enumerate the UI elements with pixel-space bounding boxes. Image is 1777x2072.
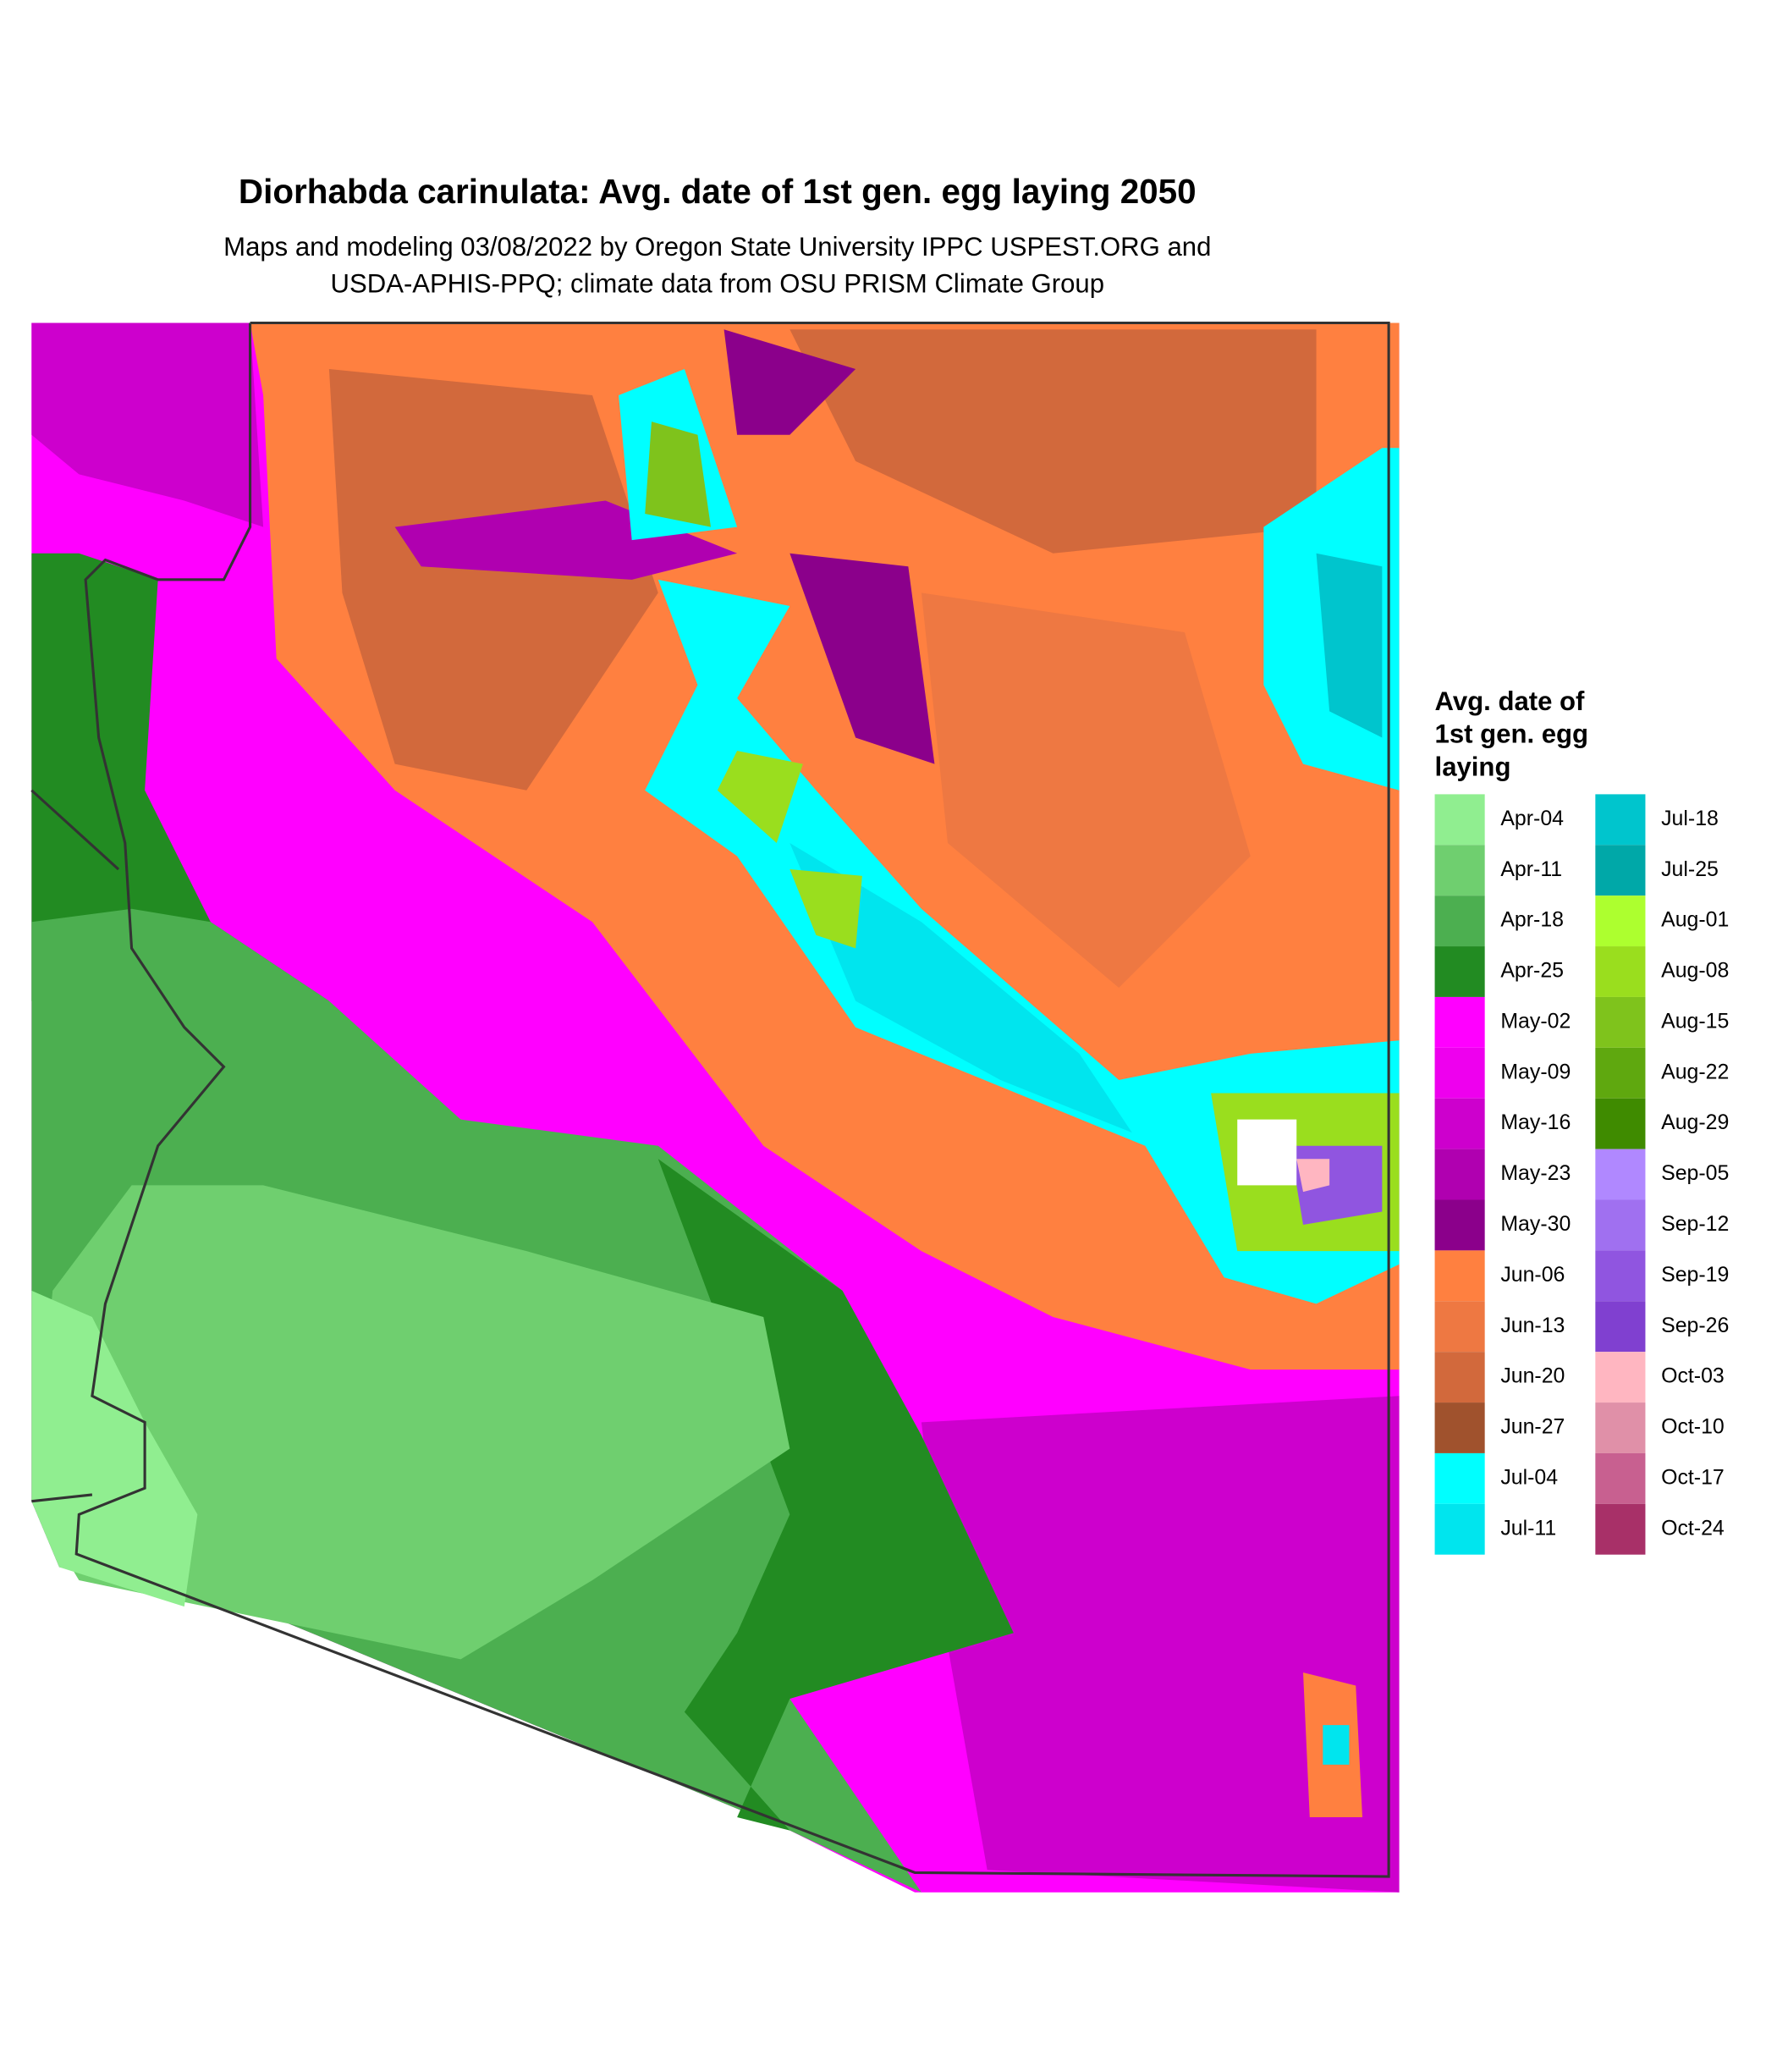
legend-swatch xyxy=(1434,1098,1485,1149)
region xyxy=(1316,553,1383,738)
map-subtitle: USDA-APHIS-PPQ; climate data from OSU PR… xyxy=(331,269,1105,299)
legend-swatch xyxy=(1595,794,1646,846)
legend-swatch xyxy=(1434,1402,1485,1453)
region xyxy=(1296,1159,1330,1193)
legend-label: Apr-18 xyxy=(1500,908,1564,932)
legend-swatch xyxy=(1595,895,1646,947)
region xyxy=(328,368,658,791)
legend-label: Jul-25 xyxy=(1661,857,1719,881)
legend-label: Aug-01 xyxy=(1661,908,1729,932)
legend-swatch xyxy=(1595,1199,1646,1251)
region xyxy=(645,422,711,527)
legend-swatch xyxy=(1595,1503,1646,1555)
region xyxy=(789,553,935,764)
legend-swatch xyxy=(1434,996,1485,1048)
legend-swatch xyxy=(1434,1250,1485,1302)
legend-label: May-30 xyxy=(1500,1212,1571,1236)
legend-label: Jun-20 xyxy=(1500,1364,1565,1388)
legend-swatch xyxy=(1595,1047,1646,1099)
legend-label: Apr-11 xyxy=(1500,857,1562,881)
legend-swatch xyxy=(1434,1301,1485,1353)
legend-label: Jul-04 xyxy=(1500,1465,1558,1489)
borders xyxy=(30,321,1390,1878)
legend-label: Apr-25 xyxy=(1500,959,1564,983)
legend-swatch xyxy=(1595,1149,1646,1200)
legend-label: Jul-11 xyxy=(1500,1516,1556,1540)
region xyxy=(789,329,1317,554)
region xyxy=(31,1290,198,1607)
region xyxy=(1237,1119,1297,1186)
legend-swatch xyxy=(1434,845,1485,896)
region xyxy=(789,842,1132,1133)
legend-label: Aug-29 xyxy=(1661,1110,1729,1134)
legend-swatch xyxy=(1434,794,1485,846)
region xyxy=(789,869,862,949)
region xyxy=(31,1185,790,1660)
map-subtitle: Maps and modeling 03/08/2022 by Oregon S… xyxy=(223,232,1211,262)
region xyxy=(717,751,803,843)
map-title: Diorhabda carinulata: Avg. date of 1st g… xyxy=(239,172,1197,211)
region xyxy=(645,579,1400,1304)
legend-label: Sep-26 xyxy=(1661,1314,1729,1337)
legend: Apr-04 Apr-11 Apr-18 Apr-25 May-02 May-09 May-… xyxy=(1434,794,1729,1555)
legend-swatch xyxy=(1595,1352,1646,1403)
state-border xyxy=(74,321,1390,1878)
legend-title: laying xyxy=(1435,752,1511,782)
legend-label: Aug-22 xyxy=(1661,1060,1729,1083)
legend-swatch xyxy=(1434,1199,1485,1251)
legend-label: Sep-12 xyxy=(1661,1212,1729,1236)
legend-label: Aug-08 xyxy=(1661,959,1729,983)
region xyxy=(31,553,329,1001)
legend-label: Jul-18 xyxy=(1661,807,1719,830)
legend-swatch xyxy=(1595,1250,1646,1302)
legend-label: Jun-13 xyxy=(1500,1314,1565,1337)
region xyxy=(921,1396,1400,1893)
legend-label: Aug-15 xyxy=(1661,1009,1729,1033)
state-border xyxy=(31,1493,93,1503)
map xyxy=(31,322,1400,1893)
legend-label: May-23 xyxy=(1500,1161,1571,1185)
legend-label: Jun-27 xyxy=(1500,1415,1565,1439)
legend-label: Oct-03 xyxy=(1661,1364,1725,1388)
state-border xyxy=(30,789,120,871)
legend-swatch xyxy=(1595,1452,1646,1504)
legend-swatch xyxy=(1434,946,1485,997)
legend-label: Sep-05 xyxy=(1661,1161,1729,1185)
region xyxy=(1323,1725,1350,1765)
legend-swatch xyxy=(1595,1402,1646,1453)
legend-swatch xyxy=(1595,996,1646,1048)
legend-swatch xyxy=(1595,845,1646,896)
legend-label: Jun-06 xyxy=(1500,1263,1565,1287)
legend-title: 1st gen. egg xyxy=(1435,719,1589,749)
legend-label: May-16 xyxy=(1500,1110,1571,1134)
legend-swatch xyxy=(1434,1503,1485,1555)
legend-swatch xyxy=(1595,1301,1646,1353)
legend-label: Apr-04 xyxy=(1500,807,1564,830)
legend-swatch xyxy=(1434,1352,1485,1403)
legend-swatch xyxy=(1434,1047,1485,1099)
legend-swatch xyxy=(1434,1452,1485,1504)
legend-label: Oct-17 xyxy=(1661,1465,1725,1489)
legend-label: May-09 xyxy=(1500,1060,1571,1083)
legend-label: Sep-19 xyxy=(1661,1263,1729,1287)
legend-swatch xyxy=(1595,1098,1646,1149)
legend-label: Oct-24 xyxy=(1661,1516,1725,1540)
legend-swatch xyxy=(1434,895,1485,947)
legend-swatch xyxy=(1595,946,1646,997)
legend-label: May-02 xyxy=(1500,1009,1571,1033)
region xyxy=(723,329,856,435)
legend-title: Avg. date of xyxy=(1435,686,1586,716)
region xyxy=(921,592,1251,989)
legend-swatch xyxy=(1434,1149,1485,1200)
region xyxy=(31,322,264,527)
legend-label: Oct-10 xyxy=(1661,1415,1725,1439)
